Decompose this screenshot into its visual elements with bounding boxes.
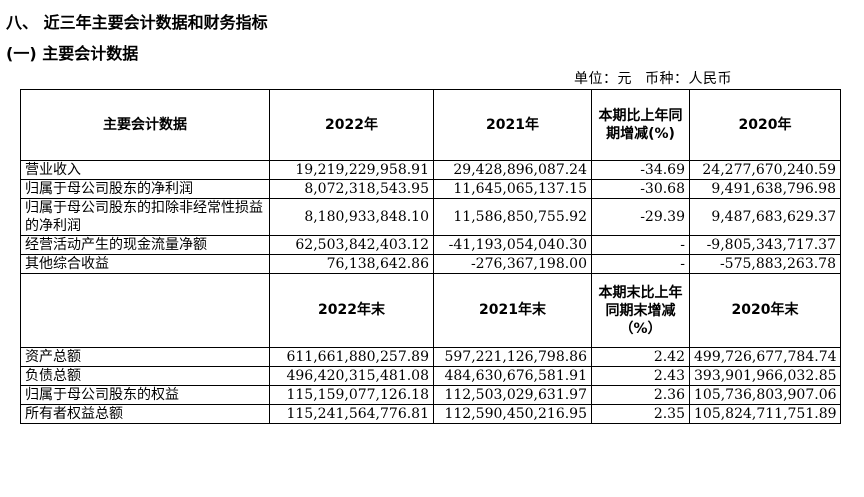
value-cell: 9,487,683,629.37 [689,198,841,236]
value-cell: 8,072,318,543.95 [269,179,434,199]
row-label: 营业收入 [20,160,270,180]
row-label: 所有者权益总额 [20,404,270,424]
value-cell: 62,503,842,403.12 [269,235,434,255]
header-cell: 2022年末 [269,273,434,348]
unit-line: 单位：元 币种：人民币 [574,68,740,88]
value-cell: 484,630,676,581.91 [433,366,592,386]
table-row: 经营活动产生的现金流量净额 62,503,842,403.12 -41,193,… [20,235,841,255]
change-cell: 2.43 [591,366,690,386]
row-label: 其他综合收益 [20,254,270,274]
value-cell: 76,138,642.86 [269,254,434,274]
change-cell: -30.68 [591,179,690,199]
change-cell: - [591,254,690,274]
table2-header-row: 2022年末 2021年末 本期末比上年同期末增减（%） 2020年末 [20,273,841,348]
row-label: 归属于母公司股东的权益 [20,385,270,405]
value-cell: 112,590,450,216.95 [433,404,592,424]
row-label: 资产总额 [20,347,270,367]
table1-header-row: 主要会计数据 2022年 2021年 本期比上年同期增减(%) 2020年 [20,89,841,161]
value-cell: -9,805,343,717.37 [689,235,841,255]
change-cell: -29.39 [591,198,690,236]
change-cell: 2.42 [591,347,690,367]
table-row: 归属于母公司股东的权益 115,159,077,126.18 112,503,0… [20,385,841,405]
row-label: 归属于母公司股东的扣除非经常性损益的净利润 [20,198,270,236]
value-cell: 8,180,933,848.10 [269,198,434,236]
value-cell: -276,367,198.00 [433,254,592,274]
value-cell: 11,586,850,755.92 [433,198,592,236]
table-row: 所有者权益总额 115,241,564,776.81 112,590,450,2… [20,404,841,424]
header-cell: 2021年 [433,89,592,161]
value-cell: 9,491,638,796.98 [689,179,841,199]
change-cell: 2.35 [591,404,690,424]
table-row: 其他综合收益 76,138,642.86 -276,367,198.00 - -… [20,254,841,274]
unit-label: 单位：元 [574,71,632,87]
value-cell: -41,193,054,040.30 [433,235,592,255]
value-cell: 499,726,677,784.74 [689,347,841,367]
row-label: 负债总额 [20,366,270,386]
value-cell: 115,241,564,776.81 [269,404,434,424]
currency-label: 币种：人民币 [644,71,732,87]
value-cell: 611,661,880,257.89 [269,347,434,367]
row-label: 归属于母公司股东的净利润 [20,179,270,199]
header-cell: 主要会计数据 [20,89,270,161]
change-cell: -34.69 [591,160,690,180]
section-title: 八、 近三年主要会计数据和财务指标 [6,13,268,32]
value-cell: 105,824,711,751.89 [689,404,841,424]
header-cell: 2021年末 [433,273,592,348]
value-cell: 112,503,029,631.97 [433,385,592,405]
value-cell: -575,883,263.78 [689,254,841,274]
table-row: 营业收入 19,219,229,958.91 29,428,896,087.24… [20,160,841,180]
row-label: 经营活动产生的现金流量净额 [20,235,270,255]
change-cell: 2.36 [591,385,690,405]
header-cell: 2020年 [689,89,841,161]
value-cell: 105,736,803,907.06 [689,385,841,405]
table-row: 负债总额 496,420,315,481.08 484,630,676,581.… [20,366,841,386]
value-cell: 597,221,126,798.86 [433,347,592,367]
header-cell: 2020年末 [689,273,841,348]
subsection-title: (一) 主要会计数据 [6,44,139,63]
accounting-data-table: 主要会计数据 2022年 2021年 本期比上年同期增减(%) 2020年 营业… [20,89,841,424]
header-cell [20,273,270,348]
value-cell: 496,420,315,481.08 [269,366,434,386]
change-cell: - [591,235,690,255]
table-row: 归属于母公司股东的扣除非经常性损益的净利润 8,180,933,848.10 1… [20,198,841,236]
value-cell: 393,901,966,032.85 [689,366,841,386]
value-cell: 19,219,229,958.91 [269,160,434,180]
header-cell: 本期末比上年同期末增减（%） [591,273,690,348]
header-cell: 本期比上年同期增减(%) [591,89,690,161]
table-row: 归属于母公司股东的净利润 8,072,318,543.95 11,645,065… [20,179,841,199]
value-cell: 11,645,065,137.15 [433,179,592,199]
value-cell: 24,277,670,240.59 [689,160,841,180]
table-row: 资产总额 611,661,880,257.89 597,221,126,798.… [20,347,841,367]
header-cell: 2022年 [269,89,434,161]
value-cell: 29,428,896,087.24 [433,160,592,180]
value-cell: 115,159,077,126.18 [269,385,434,405]
